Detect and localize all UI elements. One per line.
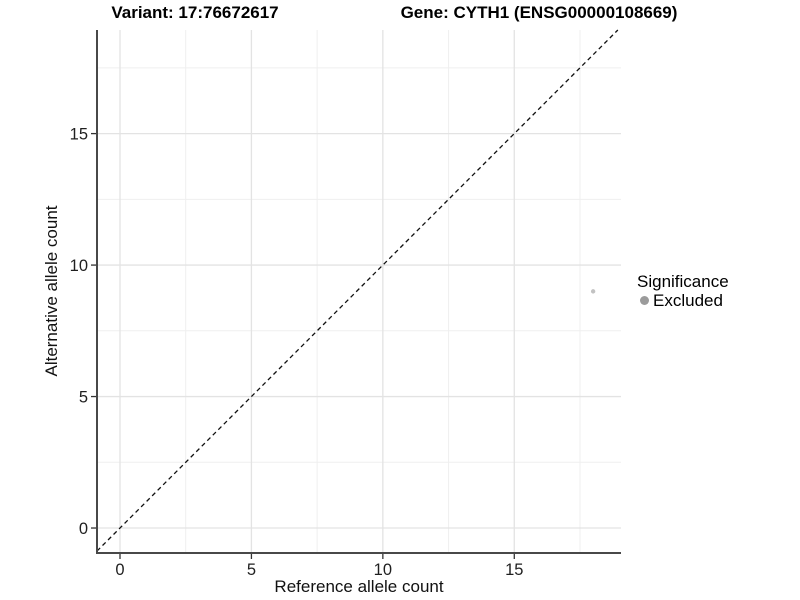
legend-point-icon [640, 296, 649, 305]
identity-line [96, 29, 619, 552]
y-axis-title: Alternative allele count [42, 205, 61, 377]
x-tick-label: 10 [374, 561, 392, 579]
variant-title: Variant: 17:76672617 [111, 3, 279, 22]
x-tick-label: 0 [115, 561, 124, 579]
legend-item: Excluded [637, 291, 729, 310]
data-point [590, 289, 596, 294]
y-tick-label: 0 [79, 520, 88, 538]
x-tick-label: 15 [505, 561, 523, 579]
legend: Significance Excluded [637, 272, 729, 310]
legend-title: Significance [637, 272, 729, 291]
y-tick-label: 10 [70, 257, 88, 275]
x-tick-label: 5 [247, 561, 256, 579]
y-tick-label: 15 [70, 126, 88, 144]
legend-item-label: Excluded [653, 291, 723, 310]
y-tick-label: 5 [79, 389, 88, 407]
gene-title: Gene: CYTH1 (ENSG00000108669) [400, 3, 678, 22]
x-axis-title: Reference allele count [274, 577, 444, 596]
